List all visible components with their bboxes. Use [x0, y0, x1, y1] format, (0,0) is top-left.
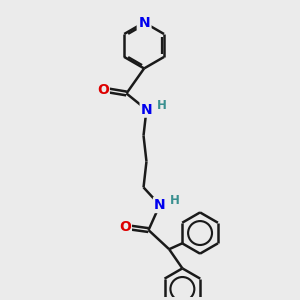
- Text: H: H: [157, 99, 167, 112]
- Text: N: N: [154, 198, 166, 212]
- Text: N: N: [141, 103, 152, 117]
- Text: H: H: [170, 194, 180, 207]
- Text: N: N: [138, 16, 150, 29]
- Text: O: O: [119, 220, 131, 234]
- Text: O: O: [97, 83, 109, 97]
